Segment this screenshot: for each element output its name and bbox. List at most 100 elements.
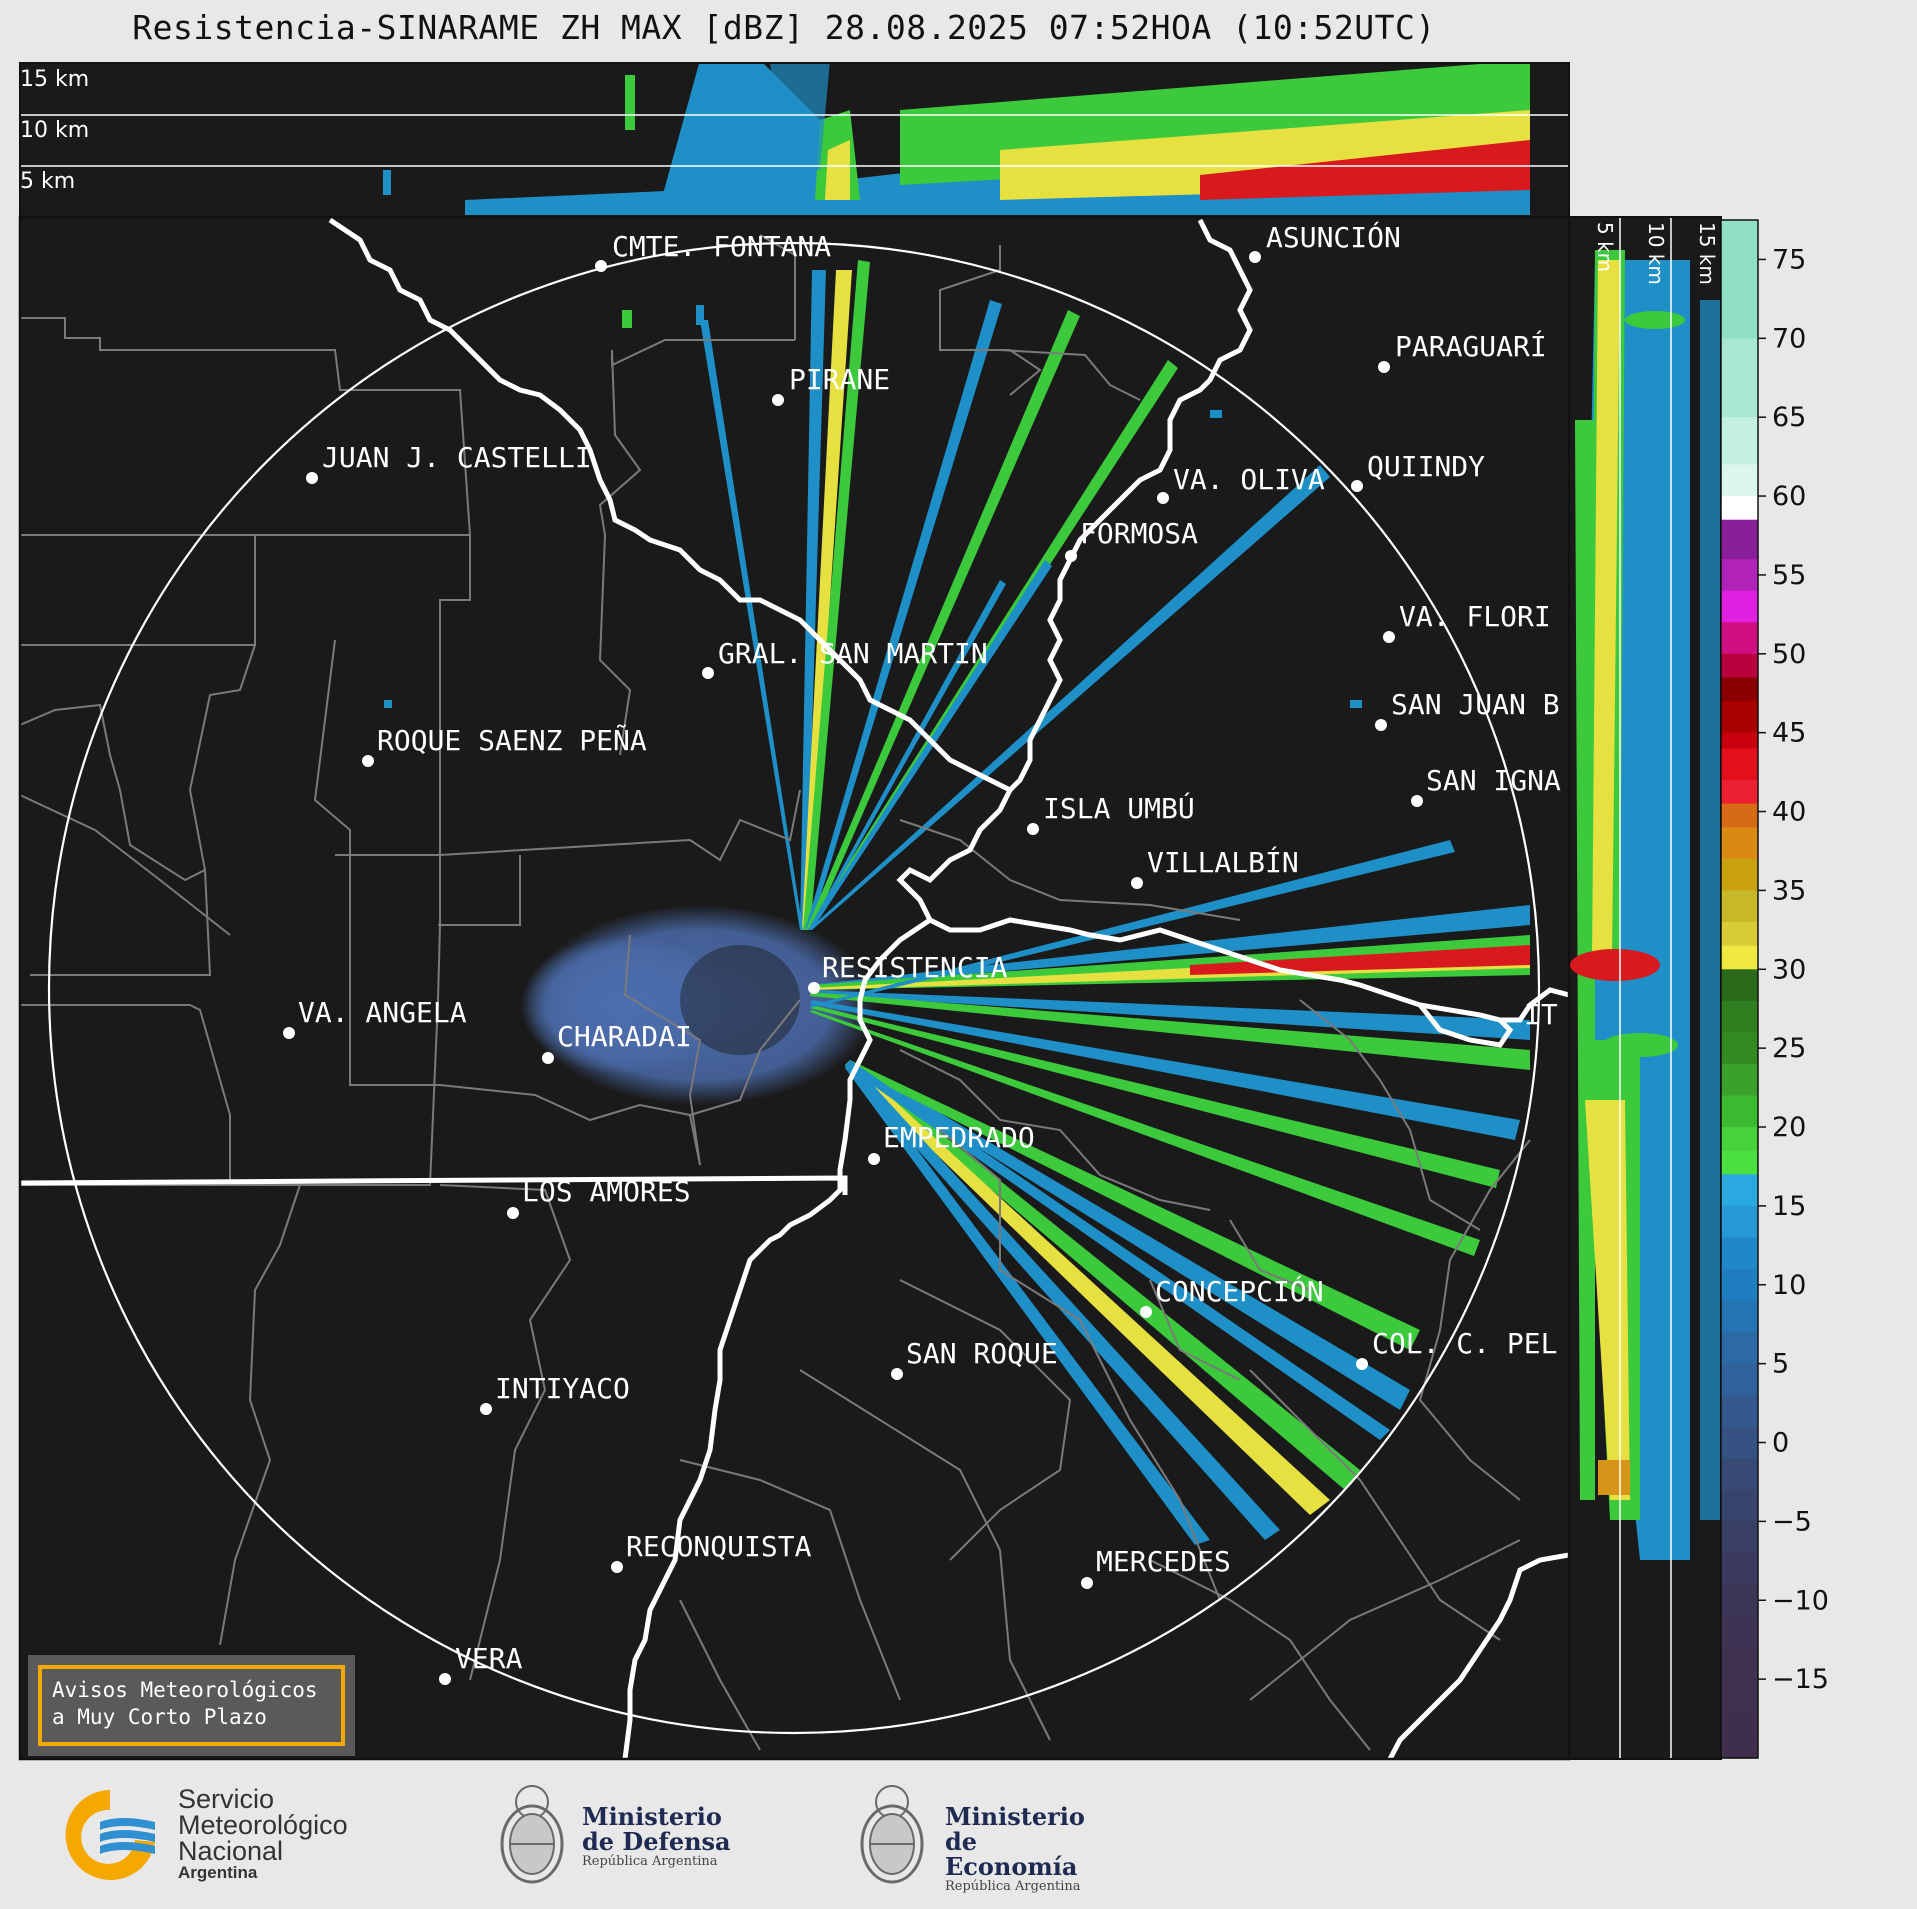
colorbar-tick-label: 35	[1772, 875, 1806, 906]
svg-text:ISLA UMBÚ: ISLA UMBÚ	[1043, 791, 1195, 825]
svg-text:SAN ROQUE: SAN ROQUE	[906, 1337, 1058, 1370]
colorbar-tick-label: 5	[1772, 1349, 1789, 1380]
svg-text:ASUNCIÓN: ASUNCIÓN	[1266, 220, 1401, 254]
radar-map-panel: CMTE. FONTANA ASUNCIÓN PIRANE PARAGUARÍ …	[18, 215, 1571, 1761]
svg-text:ROQUE SAENZ PEÑA: ROQUE SAENZ PEÑA	[377, 723, 647, 757]
colorbar-swatch	[1721, 417, 1758, 466]
city-san-ignacio: SAN IGNA	[1411, 764, 1561, 807]
colorbar-swatch	[1721, 1552, 1758, 1586]
radar-returns	[384, 260, 1530, 1545]
city-charadai: CHARADAI	[542, 1020, 692, 1064]
economia-line-1: Ministerio	[945, 1802, 1085, 1831]
svg-text:PIRANE: PIRANE	[789, 363, 890, 396]
svg-text:CHARADAI: CHARADAI	[557, 1020, 692, 1053]
colorbar-tick-label: 15	[1772, 1191, 1806, 1222]
colorbar-swatch	[1721, 1616, 1758, 1649]
colorbar-swatch	[1721, 1268, 1758, 1302]
svg-text:INTIYACO: INTIYACO	[495, 1372, 630, 1405]
svg-text:CONCEPCIÓN: CONCEPCIÓN	[1155, 1274, 1324, 1308]
colorbar-swatch	[1721, 803, 1758, 828]
city-roque-saenz-pena: ROQUE SAENZ PEÑA	[362, 723, 647, 767]
defensa-logo: Ministerio de Defensa República Argentin…	[495, 1772, 755, 1897]
international-borders	[20, 217, 1569, 1759]
colorbar-swatch	[1721, 1300, 1758, 1333]
top-cross-section-panel: 15 km 10 km 5 km	[19, 62, 1570, 218]
department-boundaries	[20, 234, 1531, 1751]
city-paraguari: PARAGUARÍ	[1378, 329, 1547, 373]
colorbar-tick-label: 10	[1772, 1270, 1806, 1301]
colorbar-tick-label: −5	[1772, 1506, 1812, 1537]
city-isla-umbu: ISLA UMBÚ	[1027, 791, 1195, 835]
city-mercedes: MERCEDES	[1081, 1545, 1231, 1589]
city-resistencia: RESISTENCIA	[808, 951, 1008, 994]
economia-line-3: República Argentina	[945, 1879, 1081, 1894]
smn-line-1: Servicio	[178, 1784, 275, 1814]
city-va-oliva: VA. OLIVA	[1157, 463, 1325, 504]
colorbar-swatch	[1721, 1174, 1758, 1207]
city-va-florida: VA. FLORI	[1383, 600, 1551, 643]
colorbar-swatch	[1721, 732, 1758, 750]
svg-text:EMPEDRADO: EMPEDRADO	[883, 1121, 1035, 1154]
right-cross-section-panel: 5 km 10 km 15 km	[1568, 216, 1722, 1760]
colorbar-swatch	[1721, 1332, 1758, 1365]
colorbar-swatch	[1721, 779, 1758, 805]
colorbar-swatch	[1721, 220, 1758, 339]
avisos-badge[interactable]: Avisos Meteorológicos a Muy Corto Plazo	[28, 1655, 355, 1756]
colorbar-swatch	[1721, 1679, 1758, 1712]
colorbar-swatch	[1721, 1742, 1758, 1759]
city-quiindy: QUIINDY	[1351, 450, 1485, 492]
colorbar-swatch	[1721, 858, 1758, 892]
svg-text:PARAGUARÍ: PARAGUARÍ	[1395, 329, 1547, 363]
colorbar-swatch	[1721, 1032, 1758, 1065]
defensa-line-1: Ministerio	[582, 1802, 722, 1831]
colorbar-tick-label: 0	[1772, 1428, 1789, 1459]
svg-text:VA. ANGELA: VA. ANGELA	[298, 996, 467, 1029]
colorbar-tick-label: 40	[1772, 797, 1806, 828]
svg-text:FORMOSA: FORMOSA	[1080, 517, 1198, 550]
colorbar-swatch	[1721, 969, 1758, 1002]
svg-text:VA. OLIVA: VA. OLIVA	[1173, 463, 1325, 496]
colorbar-swatch	[1721, 622, 1758, 655]
economia-logo: Ministerio de Economía República Argenti…	[855, 1772, 1115, 1897]
coat-of-arms-icon	[500, 1785, 564, 1884]
city-reconquista: RECONQUISTA	[611, 1530, 812, 1573]
colorbar-swatch	[1721, 1710, 1758, 1743]
colorbar-swatch	[1721, 338, 1758, 418]
svg-text:CMTE. FONTANA: CMTE. FONTANA	[612, 230, 831, 263]
colorbar-swatch	[1721, 1150, 1758, 1175]
city-labels: CMTE. FONTANA ASUNCIÓN PIRANE PARAGUARÍ …	[283, 220, 1561, 1685]
city-juan-j-castelli: JUAN J. CASTELLI	[306, 441, 592, 484]
smn-line-3: Nacional	[178, 1836, 284, 1866]
svg-text:GRAL. SAN MARTIN: GRAL. SAN MARTIN	[718, 637, 988, 670]
top-panel-label-15km: 15 km	[20, 67, 89, 92]
top-panel-label-5km: 5 km	[20, 169, 75, 194]
economia-line-2: de Economía	[945, 1827, 1078, 1881]
colorbar-tick-label: 30	[1772, 954, 1806, 985]
colorbar-swatch	[1721, 1395, 1758, 1428]
colorbar-swatch	[1721, 677, 1758, 702]
svg-text:VERA: VERA	[455, 1642, 523, 1675]
city-vera: VERA	[439, 1642, 523, 1685]
svg-text:VA. FLORI: VA. FLORI	[1399, 600, 1551, 633]
colorbar-swatch	[1721, 1205, 1758, 1239]
colorbar-tick-label: −15	[1772, 1664, 1829, 1695]
colorbar-swatch	[1721, 653, 1758, 679]
colorbar-swatch	[1721, 496, 1758, 521]
avisos-line-1: Avisos Meteorológicos	[52, 1678, 318, 1702]
colorbar-swatch	[1721, 464, 1758, 497]
range-ring	[47, 241, 1541, 1735]
city-col-c-pellegrini: COL. C. PEL	[1356, 1327, 1557, 1370]
smn-line-4: Argentina	[178, 1863, 258, 1882]
defensa-line-2: de Defensa	[582, 1827, 731, 1856]
city-empedrado: EMPEDRADO	[868, 1121, 1035, 1165]
colorbar-tick-label: 55	[1772, 560, 1806, 591]
colorbar-tick-label: 50	[1772, 639, 1806, 670]
colorbar-swatch	[1721, 1647, 1758, 1680]
city-asuncion: ASUNCIÓN	[1249, 220, 1401, 263]
svg-text:MERCEDES: MERCEDES	[1096, 1545, 1231, 1578]
city-va-angela: VA. ANGELA	[283, 996, 467, 1039]
colorbar-swatch	[1721, 519, 1758, 560]
smn-emblem-icon	[65, 1790, 155, 1880]
colorbar-tick-label: −10	[1772, 1585, 1829, 1616]
